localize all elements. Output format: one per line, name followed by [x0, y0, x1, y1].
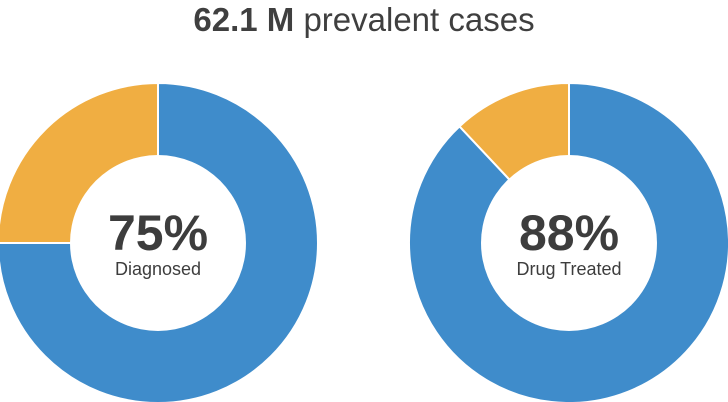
donut-drug-treated-label: Drug Treated [516, 259, 621, 279]
donut-drug-treated-value: 88% [519, 205, 619, 261]
title-value: 62.1 M [193, 1, 295, 38]
donut-diagnosed-label: Diagnosed [115, 259, 201, 279]
title-text: prevalent cases [303, 1, 535, 38]
chart-title: 62.1 M prevalent cases [0, 0, 728, 42]
donut-diagnosed-hole [70, 155, 246, 331]
donut-diagnosed: 75% Diagnosed [0, 81, 319, 402]
donut-diagnosed-value: 75% [108, 205, 208, 261]
donut-drug-treated: 88% Drug Treated [408, 81, 728, 402]
donut-drug-treated-hole [481, 155, 657, 331]
